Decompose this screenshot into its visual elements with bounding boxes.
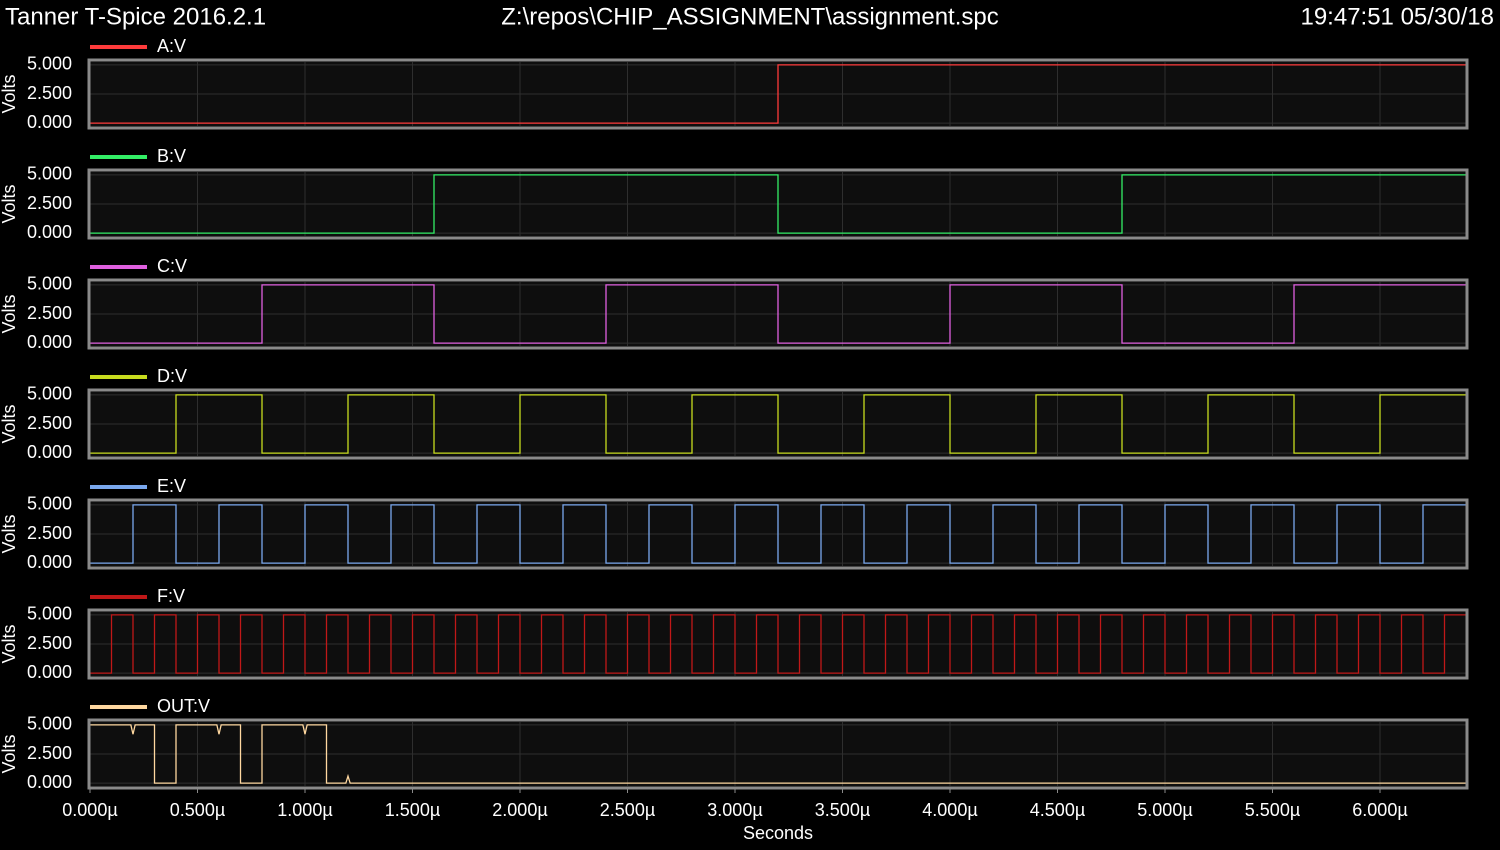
- plot-border: [87, 608, 1469, 680]
- y-axis-label: Volts: [0, 294, 19, 333]
- waveform: [90, 284, 1466, 344]
- y-tick-label: 2.500: [27, 523, 72, 543]
- y-tick-label: 0.000: [27, 552, 72, 572]
- y-tick-label: 5.000: [27, 604, 72, 624]
- waveform: [90, 504, 1466, 564]
- waveform: [90, 394, 1466, 454]
- y-axis-label: Volts: [0, 404, 19, 443]
- waveform: [90, 614, 1466, 674]
- x-tick-label: 2.500µ: [600, 800, 655, 820]
- y-tick-label: 5.000: [27, 384, 72, 404]
- legend-label: OUT:V: [157, 696, 210, 716]
- y-tick-label: 2.500: [27, 633, 72, 653]
- y-tick-label: 5.000: [27, 54, 72, 74]
- x-axis-label: Seconds: [743, 823, 813, 843]
- timestamp: 19:47:51 05/30/18: [1300, 3, 1494, 30]
- legend-label: D:V: [157, 366, 187, 386]
- x-tick-label: 1.500µ: [385, 800, 440, 820]
- y-tick-label: 2.500: [27, 193, 72, 213]
- waveform: [90, 64, 1466, 124]
- x-tick-label: 6.000µ: [1352, 800, 1407, 820]
- x-tick-label: 4.500µ: [1030, 800, 1085, 820]
- plot-border: [87, 168, 1469, 240]
- y-tick-label: 2.500: [27, 303, 72, 323]
- y-axis-label: Volts: [0, 624, 19, 663]
- waveform: [90, 724, 1466, 784]
- x-tick-label: 3.500µ: [815, 800, 870, 820]
- legend-label: F:V: [157, 586, 185, 606]
- y-tick-label: 2.500: [27, 83, 72, 103]
- app-title: Tanner T-Spice 2016.2.1: [5, 3, 266, 30]
- x-tick-label: 0.000µ: [62, 800, 117, 820]
- y-axis-label: Volts: [0, 734, 19, 773]
- x-tick-label: 3.000µ: [707, 800, 762, 820]
- x-tick-label: 5.000µ: [1137, 800, 1192, 820]
- plot-border: [87, 718, 1469, 790]
- y-tick-label: 5.000: [27, 494, 72, 514]
- waveform: [90, 174, 1466, 234]
- plot-border: [87, 278, 1469, 350]
- y-tick-label: 2.500: [27, 743, 72, 763]
- file-path: Z:\repos\CHIP_ASSIGNMENT\assignment.spc: [501, 3, 998, 30]
- y-tick-label: 5.000: [27, 274, 72, 294]
- plot-border: [87, 388, 1469, 460]
- legend-label: B:V: [157, 146, 186, 166]
- y-tick-label: 0.000: [27, 662, 72, 682]
- plot-border: [87, 58, 1469, 130]
- y-tick-label: 0.000: [27, 442, 72, 462]
- y-tick-label: 0.000: [27, 772, 72, 792]
- x-tick-label: 2.000µ: [492, 800, 547, 820]
- x-tick-label: 0.500µ: [170, 800, 225, 820]
- y-axis-label: Volts: [0, 184, 19, 223]
- y-tick-label: 0.000: [27, 222, 72, 242]
- x-tick-label: 1.000µ: [277, 800, 332, 820]
- y-axis-label: Volts: [0, 74, 19, 113]
- y-tick-label: 5.000: [27, 714, 72, 734]
- plot-border: [87, 498, 1469, 570]
- x-tick-label: 4.000µ: [922, 800, 977, 820]
- y-axis-label: Volts: [0, 514, 19, 553]
- legend-label: E:V: [157, 476, 186, 496]
- y-tick-label: 5.000: [27, 164, 72, 184]
- legend-label: C:V: [157, 256, 187, 276]
- legend-label: A:V: [157, 36, 186, 56]
- x-tick-label: 5.500µ: [1245, 800, 1300, 820]
- y-tick-label: 0.000: [27, 112, 72, 132]
- y-tick-label: 0.000: [27, 332, 72, 352]
- y-tick-label: 2.500: [27, 413, 72, 433]
